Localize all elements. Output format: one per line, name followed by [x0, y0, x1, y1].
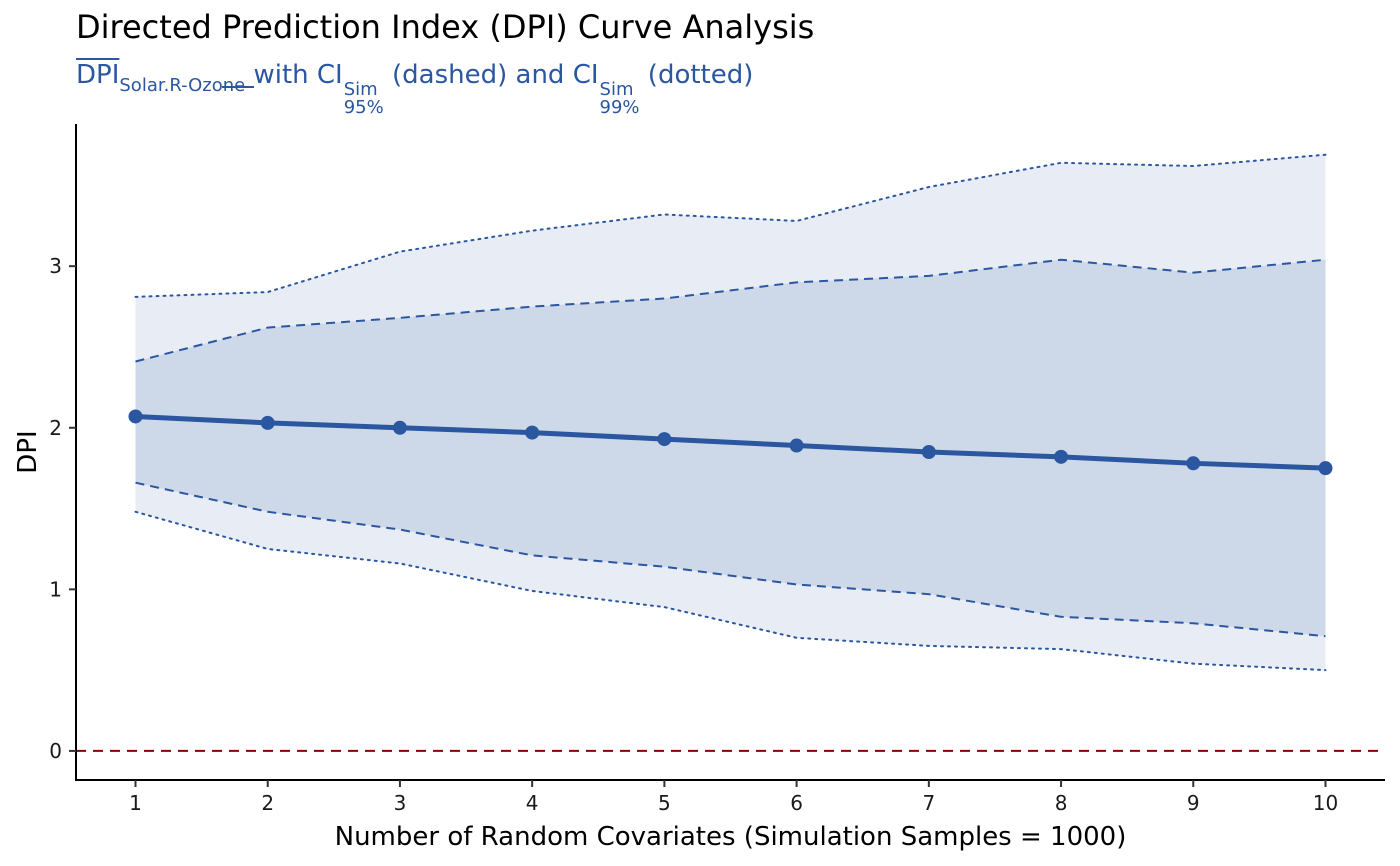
x-tick-label: 6	[790, 791, 803, 815]
dpi-point	[657, 432, 672, 447]
x-tick-label: 7	[922, 791, 935, 815]
y-axis-title: DPI	[13, 430, 43, 473]
x-axis-title: Number of Random Covariates (Simulation …	[335, 822, 1127, 852]
dpi-point	[789, 438, 804, 453]
dpi-point	[1054, 449, 1069, 464]
ci95-upper-line	[135, 258, 1326, 363]
x-tick-label: 5	[658, 791, 671, 815]
subtitle-ci95: 95%	[343, 97, 384, 118]
subtitle-ci99: 99%	[599, 97, 640, 118]
x-tick-label: 3	[394, 791, 407, 815]
dpi-point	[1318, 461, 1333, 476]
subtitle-sim-2: Sim	[599, 79, 634, 100]
y-tick-label: 2	[49, 416, 62, 440]
dpi-point	[392, 420, 407, 435]
y-tick-label: 3	[49, 254, 62, 278]
subtitle-with: with CI	[245, 60, 343, 90]
subtitle-pair: Solar.R-Ozone	[119, 75, 255, 96]
dpi-point	[921, 445, 936, 459]
x-tick-label: 8	[1055, 791, 1068, 815]
dpi-line	[135, 413, 1326, 471]
x-tick-label: 10	[1313, 791, 1338, 815]
x-tick-label: 2	[261, 791, 274, 815]
subtitle-dpi: DPI	[76, 60, 120, 90]
subtitle-dotted: (dotted)	[639, 60, 754, 90]
ci95-band	[135, 259, 1326, 637]
x-tick-label: 4	[526, 791, 539, 815]
y-tick-label: 0	[49, 739, 62, 763]
y-tick-label: 1	[49, 577, 62, 601]
x-tick-label: 9	[1187, 791, 1200, 815]
dpi-point	[1186, 456, 1201, 471]
chart-title: Directed Prediction Index (DPI) Curve An…	[76, 8, 815, 46]
x-tick-label: 1	[129, 791, 142, 815]
ci99-upper-line	[134, 153, 1327, 298]
ci99-lower-line	[134, 510, 1327, 672]
chart-subtitle: DPISolar.R-Ozone with CI Sim 95% (dashed) …	[76, 60, 753, 117]
dpi-point	[260, 415, 275, 430]
subtitle-sim-1: Sim	[343, 79, 378, 100]
subtitle-dashed: (dashed) and CI	[383, 60, 599, 90]
dpi-point	[128, 409, 143, 424]
ci95-lower-line	[135, 481, 1326, 638]
dpi-point	[525, 425, 540, 440]
